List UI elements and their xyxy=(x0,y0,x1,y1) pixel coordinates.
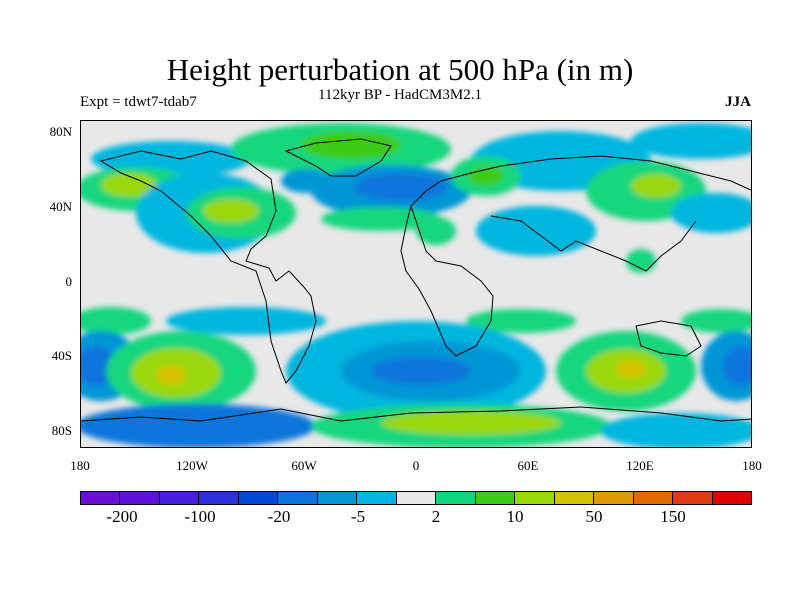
colorbar-box-4 xyxy=(238,492,279,504)
colorbar-box-9 xyxy=(436,492,476,504)
colorbar-box-0 xyxy=(81,492,121,504)
colorbar-box-6 xyxy=(317,492,358,504)
colorbar-label-2: 2 xyxy=(431,507,441,526)
lon-label-180e: 180 xyxy=(742,458,762,473)
colorbar-box-11 xyxy=(515,492,555,504)
lat-label-40s: 40S xyxy=(51,348,72,363)
height-perturbation-field xyxy=(81,123,751,447)
colorbar-box-1 xyxy=(120,492,160,504)
lon-label-60w: 60W xyxy=(291,458,317,473)
colorbar xyxy=(80,491,752,505)
colorbar-box-15 xyxy=(673,492,713,504)
colorbar-box-14 xyxy=(633,492,674,504)
lat-label-0: 0 xyxy=(65,274,73,289)
colorbar-label-minus-100: -100 xyxy=(184,507,216,526)
lat-label-80s: 80S xyxy=(51,423,72,438)
colorbar-label-minus-5: -5 xyxy=(350,507,366,526)
colorbar-box-7 xyxy=(357,492,397,504)
colorbar-box-10 xyxy=(475,492,516,504)
lat-label-40n: 40N xyxy=(49,199,72,214)
colorbar-box-2 xyxy=(159,492,200,504)
colorbar-label-minus-20: -20 xyxy=(267,507,291,526)
colorbar-box-16 xyxy=(712,492,751,504)
lon-label-180w: 180 xyxy=(70,458,90,473)
lat-label-80n: 80N xyxy=(49,124,72,139)
colorbar-label-150: 150 xyxy=(660,507,686,526)
colorbar-label-minus-200: -200 xyxy=(106,507,138,526)
lon-label-0: 0 xyxy=(412,458,420,473)
colorbar-box-12 xyxy=(554,492,595,504)
lon-label-120e: 120E xyxy=(626,458,654,473)
lon-label-120w: 120W xyxy=(176,458,208,473)
map-panel xyxy=(80,120,752,448)
lon-label-60e: 60E xyxy=(517,458,539,473)
colorbar-label-10: 10 xyxy=(506,507,524,526)
season-label: JJA xyxy=(725,94,751,110)
colorbar-box-13 xyxy=(594,492,634,504)
colorbar-box-3 xyxy=(199,492,239,504)
plot-title: Height perturbation at 500 hPa (in m) xyxy=(166,52,634,87)
experiment-label: Expt = tdwt7-tdab7 xyxy=(80,94,197,110)
plot-subtitle: 112kyr BP - HadCM3M2.1 xyxy=(318,87,482,103)
colorbar-box-5 xyxy=(278,492,318,504)
contour-fill xyxy=(81,123,751,447)
colorbar-label-50: 50 xyxy=(585,507,603,526)
coastlines xyxy=(81,138,751,422)
colorbar-box-8 xyxy=(396,492,437,504)
